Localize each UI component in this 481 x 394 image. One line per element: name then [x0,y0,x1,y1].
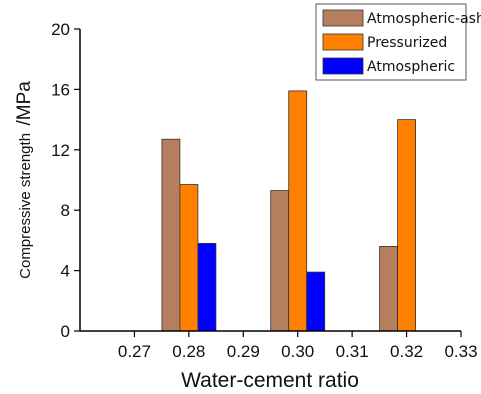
bar-pressurized-0.28 [179,184,199,332]
y-tick-label-8: 8 [61,201,70,220]
x-tick-label-0.30: 0.30 [281,342,314,361]
legend-label-atmospheric-ash: Atmospheric-ash [367,11,481,27]
x-tick-label-0.33: 0.33 [444,342,477,361]
bar-atmospheric-0.30 [306,271,326,332]
axes-group [79,29,461,332]
y-ticks-group: 0 4 8 12 16 20 [51,20,80,341]
x-tick-label-0.31: 0.31 [336,342,369,361]
y-tick-label-0: 0 [61,322,70,341]
bar-atmospheric-ash-0.28 [161,138,181,332]
bar-pressurized-0.32 [397,119,417,332]
bar-atmospheric-ash-0.30 [270,190,290,332]
legend-swatch-atmospheric [322,57,364,75]
legend-label-pressurized: Pressurized [367,35,447,51]
legend-swatch-pressurized [322,33,364,51]
legend: Atmospheric-ash Pressurized Atmospheric [315,3,481,81]
x-tick-label-0.27: 0.27 [118,342,151,361]
legend-label-atmospheric: Atmospheric [367,59,455,75]
x-tick-label-0.32: 0.32 [390,342,423,361]
bar-atmospheric-ash-0.32 [379,245,399,332]
y-tick-label-12: 12 [51,141,70,160]
x-axis-title: Water-cement ratio [181,369,359,392]
y-axis-title-main: Compressive strength [17,133,34,279]
legend-swatch-atmospheric-ash [322,9,364,27]
y-tick-label-16: 16 [51,80,70,99]
y-axis-title-unit: /MPa [14,81,35,126]
y-tick-label-4: 4 [61,262,70,281]
bar-pressurized-0.30 [288,90,308,332]
bars-group [161,90,417,332]
x-tick-label-0.29: 0.29 [227,342,260,361]
y-axis-title: Compressive strength /MPa [14,81,35,279]
bar-atmospheric-0.28 [197,242,217,332]
y-tick-label-20: 20 [51,20,70,39]
x-tick-label-0.28: 0.28 [172,342,205,361]
x-ticks-group: 0.27 0.28 0.29 0.30 0.31 0.32 0.33 [118,331,478,361]
